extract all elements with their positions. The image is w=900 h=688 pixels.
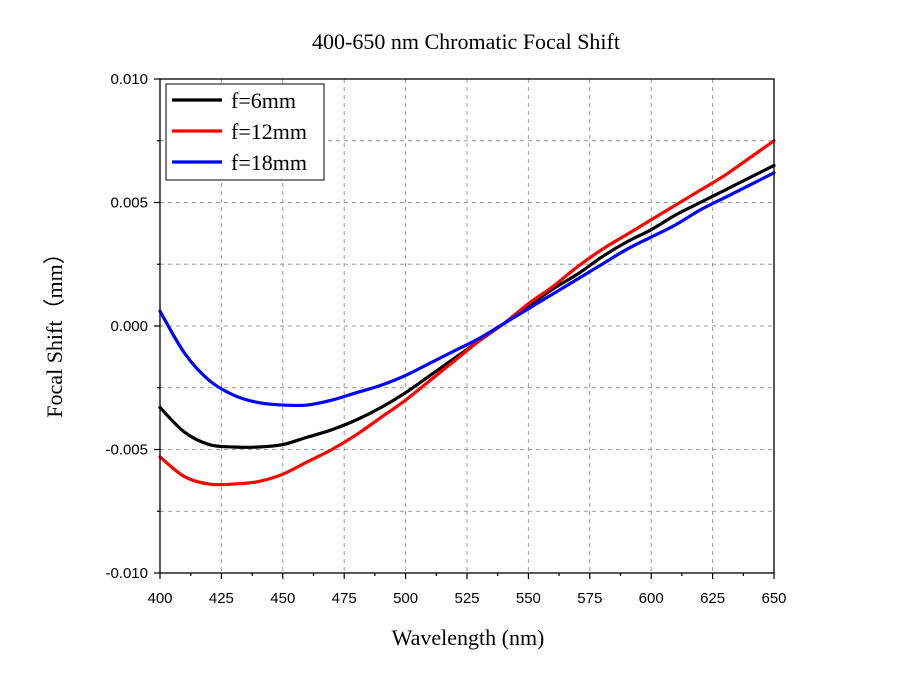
y-tick-label: -0.005 xyxy=(105,442,148,459)
x-tick-label: 400 xyxy=(147,590,172,607)
chart-title: 400-650 nm Chromatic Focal Shift xyxy=(312,29,620,54)
series-layer xyxy=(158,139,776,487)
y-tick-label: 0.000 xyxy=(110,318,148,335)
series-line-3 xyxy=(158,171,776,408)
grid xyxy=(160,79,774,573)
x-tick-label: 625 xyxy=(700,590,725,607)
legend: f=6mm f=12mm f=18mm xyxy=(165,83,325,181)
tick-labels: 400 425 450 475 500 525 550 575 600 625 650 -0.010 -… xyxy=(105,71,786,607)
x-tick-label: 550 xyxy=(516,590,541,607)
x-tick-label: 500 xyxy=(393,590,418,607)
series-line-2 xyxy=(158,139,776,487)
legend-label: f=18mm xyxy=(231,150,307,175)
ticks xyxy=(154,78,775,579)
y-tick-label: -0.010 xyxy=(105,565,148,582)
y-tick-label: 0.005 xyxy=(110,195,148,212)
x-tick-label: 600 xyxy=(639,590,664,607)
legend-label: f=12mm xyxy=(231,119,307,144)
x-tick-label: 450 xyxy=(270,590,295,607)
legend-label: f=6mm xyxy=(231,88,296,113)
x-tick-label: 650 xyxy=(761,590,786,607)
x-tick-label: 425 xyxy=(209,590,234,607)
y-tick-label: 0.010 xyxy=(110,71,148,88)
x-tick-label: 575 xyxy=(577,590,602,607)
x-axis-label: Wavelength (nm) xyxy=(392,625,545,650)
y-axis-label: Focal Shift（mm） xyxy=(42,242,67,417)
x-tick-label: 475 xyxy=(332,590,357,607)
x-tick-label: 525 xyxy=(454,590,479,607)
